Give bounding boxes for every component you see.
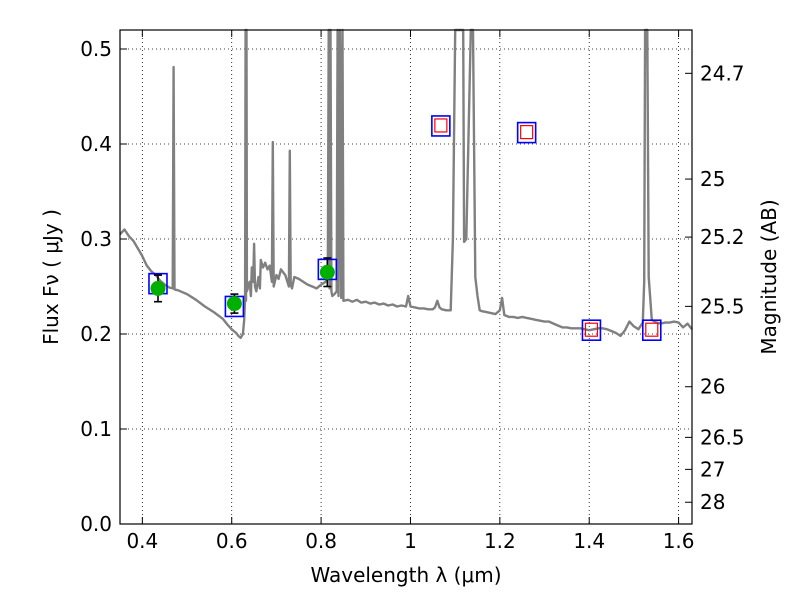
right-axis-label: Magnitude (AB)	[757, 199, 781, 354]
model-box-inner	[645, 322, 659, 337]
model-box	[581, 319, 602, 342]
y-tick-label: 0.0	[80, 512, 112, 536]
right-tick-label: 27	[700, 457, 725, 481]
x-tick-label: 0.6	[216, 529, 248, 553]
model-box-inner	[584, 322, 599, 337]
y-axis-label: Flux Fν ( μJy )	[39, 209, 63, 345]
model-box-inner	[434, 118, 448, 133]
right-tick-label: 25	[700, 167, 725, 191]
x-axis-label: Wavelength λ (μm)	[310, 563, 501, 587]
observed-point	[150, 280, 166, 296]
right-tick-label: 28	[700, 490, 725, 514]
y-tick-label: 0.4	[80, 132, 112, 156]
y-tick-label: 0.3	[80, 227, 112, 251]
x-tick-label: 1.6	[663, 529, 695, 553]
x-tick-label: 0.8	[305, 529, 337, 553]
spectrum-line	[119, 28, 693, 339]
axes-frame	[119, 29, 693, 525]
y-tick-label: 0.5	[80, 37, 112, 61]
model-box-inner	[520, 124, 534, 140]
x-tick-label: 1.2	[484, 529, 516, 553]
model-box	[641, 319, 662, 342]
model-box	[516, 121, 537, 144]
x-tick-label: 1.4	[573, 529, 605, 553]
y-tick-label: 0.1	[80, 417, 112, 441]
right-tick-label: 24.7	[700, 61, 745, 85]
x-tick-label: 1	[404, 529, 417, 553]
plot-area	[119, 28, 693, 342]
model-box	[431, 115, 451, 137]
right-tick-label: 26.5	[700, 425, 745, 449]
x-tick-label: 0.4	[126, 529, 158, 553]
observed-point	[226, 296, 242, 312]
right-tick-label: 25.5	[700, 294, 745, 318]
axis-ticks: 0.4 0.6 0.8 1 1.2 1.4 1.6 0.0 0.1 0.2 0.3 0.4 0.5 24.…	[80, 30, 745, 553]
y-tick-label: 0.2	[80, 322, 112, 346]
observed-point	[319, 264, 335, 280]
right-tick-label: 25.2	[700, 225, 745, 249]
right-tick-label: 26	[700, 375, 725, 399]
